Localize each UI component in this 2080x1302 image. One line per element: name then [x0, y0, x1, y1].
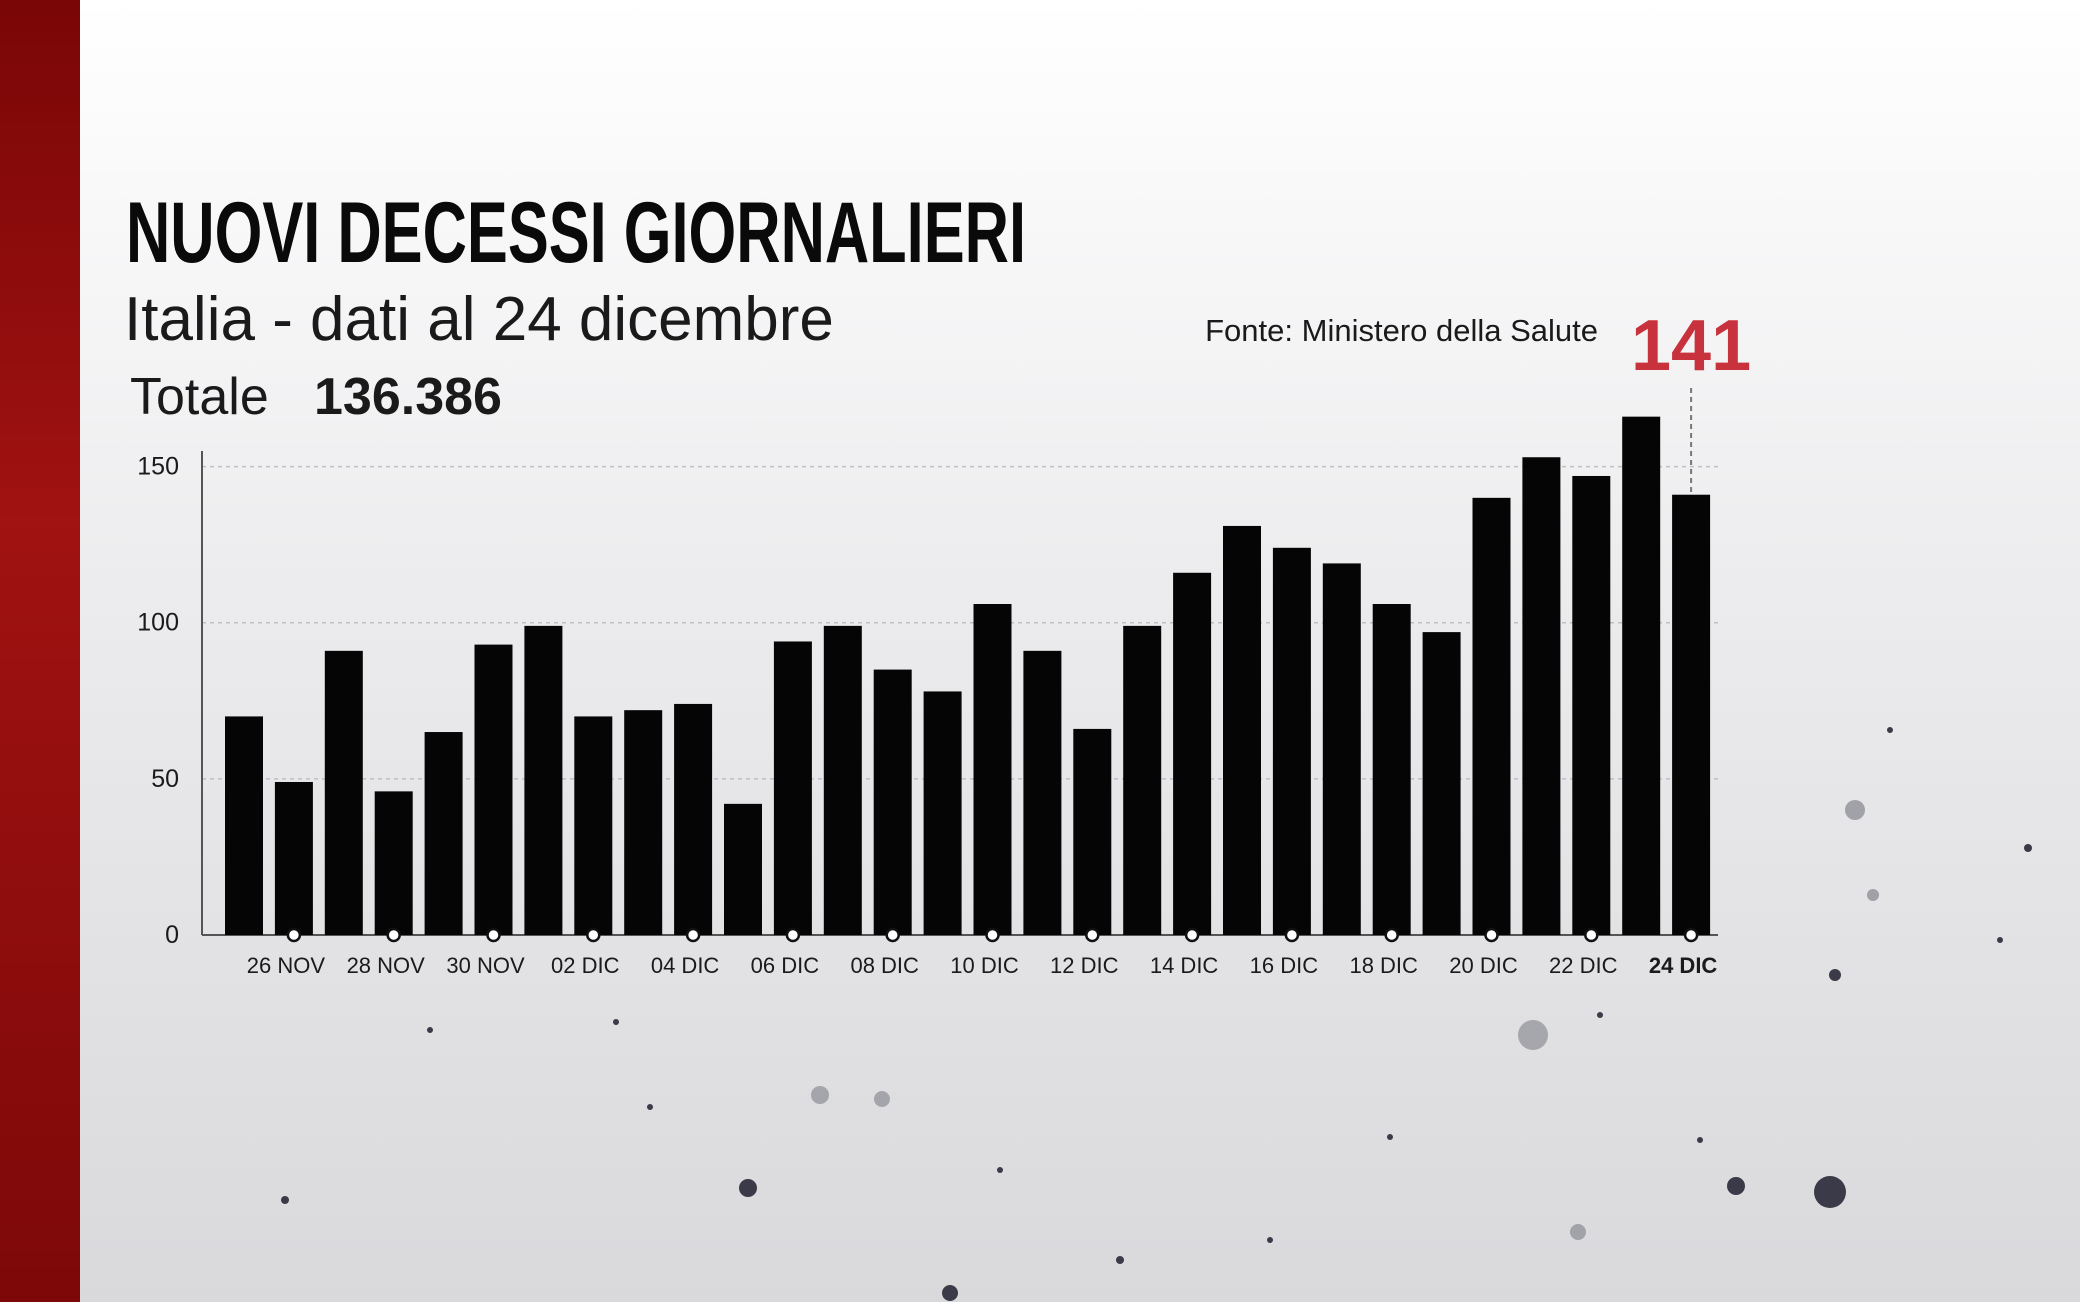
bar	[873, 669, 912, 935]
bar	[624, 710, 663, 935]
bar	[1572, 475, 1611, 935]
bar	[1073, 728, 1112, 935]
x-tick-label: 22 DIC	[1549, 953, 1618, 978]
x-tick-label: 18 DIC	[1349, 953, 1418, 978]
x-tick-dot	[486, 927, 501, 943]
bar	[1023, 650, 1062, 935]
y-tick-label: 0	[165, 921, 179, 949]
bar	[574, 716, 613, 935]
x-tick-label: 20 DIC	[1449, 953, 1518, 978]
x-tick-dot	[386, 927, 401, 943]
bar	[474, 644, 513, 935]
x-tick-label: 26 NOV	[247, 953, 326, 978]
y-tick-label: 50	[151, 765, 179, 793]
decor-dots	[281, 727, 2032, 1301]
bar	[424, 732, 463, 935]
x-tick-dot	[1085, 927, 1100, 943]
last-value-label: 141	[1631, 306, 1751, 386]
x-tick-label: 28 NOV	[347, 953, 426, 978]
chart-title: NUOVI DECESSI GIORNALIERI	[126, 185, 1026, 281]
bar	[1422, 632, 1461, 935]
x-tick-dot	[1384, 927, 1399, 943]
x-tick-dot	[1683, 927, 1699, 943]
total-label: Totale	[130, 368, 269, 426]
bar	[1123, 625, 1162, 935]
bar	[724, 803, 762, 935]
bar	[1322, 563, 1361, 935]
bar	[1672, 494, 1711, 935]
chart-subtitle: Italia - dati al 24 dicembre	[124, 285, 834, 354]
x-tick-label: 12 DIC	[1050, 953, 1119, 978]
x-tick-label: 10 DIC	[950, 953, 1019, 978]
bar	[923, 691, 962, 935]
bar	[274, 781, 313, 935]
x-tick-label: 02 DIC	[551, 953, 620, 978]
bar	[524, 625, 563, 935]
bar	[1622, 416, 1661, 935]
x-tick-label: 08 DIC	[850, 953, 919, 978]
x-tick-dot	[1484, 927, 1499, 943]
bar	[374, 791, 413, 935]
bar	[1472, 497, 1511, 935]
bar	[225, 716, 263, 935]
x-tick-dot	[685, 927, 701, 943]
bar	[674, 703, 713, 935]
bar	[1372, 604, 1411, 935]
bar	[1223, 525, 1261, 935]
bar	[973, 604, 1012, 935]
x-tick-dot	[1184, 927, 1200, 943]
bar	[1522, 457, 1561, 935]
x-tick-label: 04 DIC	[651, 953, 720, 978]
y-tick-label: 100	[137, 609, 179, 637]
x-tick-label: 30 NOV	[446, 953, 525, 978]
x-tick-dot	[286, 927, 302, 943]
x-tick-label: 14 DIC	[1150, 953, 1219, 978]
x-tick-label: 16 DIC	[1250, 953, 1319, 978]
y-tick-label: 150	[137, 453, 179, 481]
source: Fonte: Ministero della Salute	[1205, 313, 1598, 348]
x-tick-dot	[586, 927, 601, 943]
x-tick-dot	[985, 927, 1000, 943]
total-value: 136.386	[314, 368, 502, 426]
x-tick-label: 24 DIC	[1649, 953, 1718, 978]
side-strip	[0, 0, 80, 1302]
bar	[823, 625, 862, 935]
x-tick-dot	[785, 927, 801, 943]
x-tick-label: 06 DIC	[751, 953, 820, 978]
bar	[773, 641, 812, 935]
x-tick-dot	[885, 927, 900, 943]
x-tick-dot	[1584, 927, 1599, 943]
bar	[1272, 547, 1311, 935]
x-tick-dot	[1284, 927, 1300, 943]
bar	[1173, 572, 1212, 935]
bar	[324, 650, 363, 935]
